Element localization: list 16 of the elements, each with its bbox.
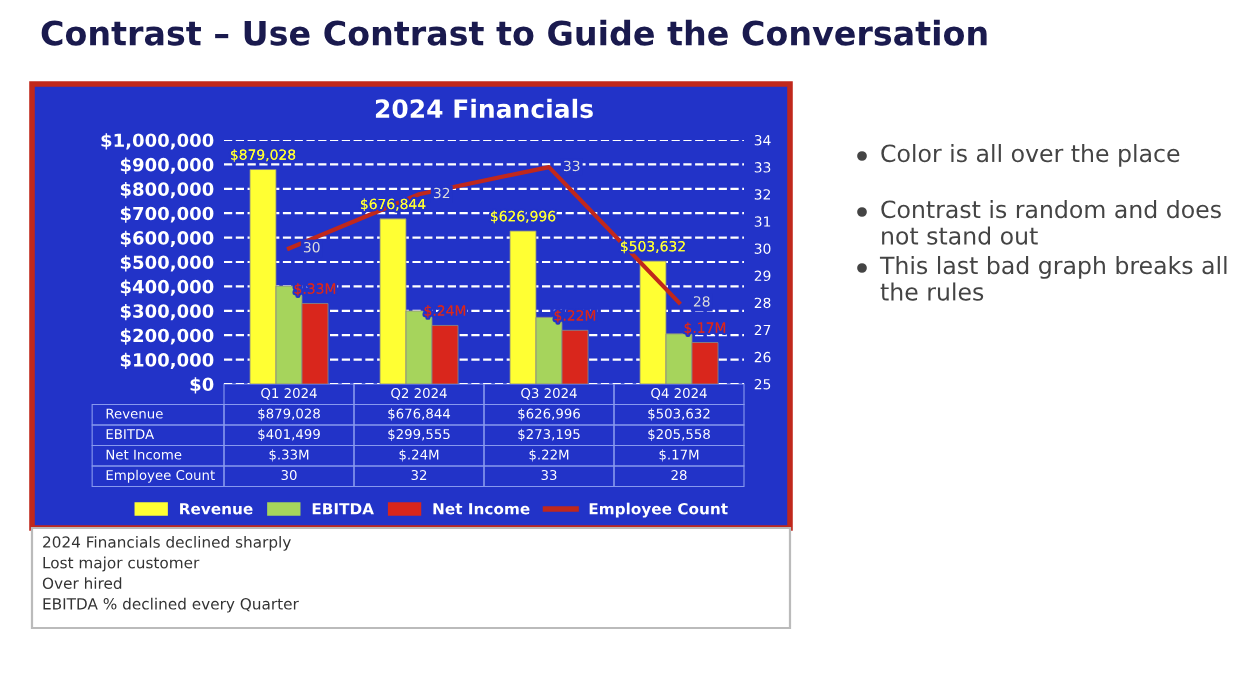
y-tick-label: $600,000	[120, 230, 214, 248]
y-tick-label: $700,000	[120, 206, 214, 223]
y-tick-label: $900,000	[120, 157, 214, 174]
text: Contrast is random and does not stand out	[881, 200, 1221, 245]
chart-title: 2024 Financials	[375, 98, 593, 119]
text: Color is all over the place	[881, 144, 1180, 167]
y-tick-label: $100,000	[120, 352, 214, 370]
y-tick-label: $0	[190, 377, 214, 394]
y-tick-label: $200,000	[120, 328, 214, 345]
text: This last bad graph breaks all the rules	[879, 256, 1227, 301]
text: Contrast – Use Contrast to Guide the Conversation	[41, 19, 987, 46]
y-tick-label: $1,000,000	[101, 133, 214, 150]
y-tick-label: $800,000	[120, 181, 214, 199]
y-tick-label: $400,000	[120, 279, 214, 296]
y-tick-label: $300,000	[120, 303, 214, 321]
y-tick-label: $500,000	[120, 255, 214, 272]
